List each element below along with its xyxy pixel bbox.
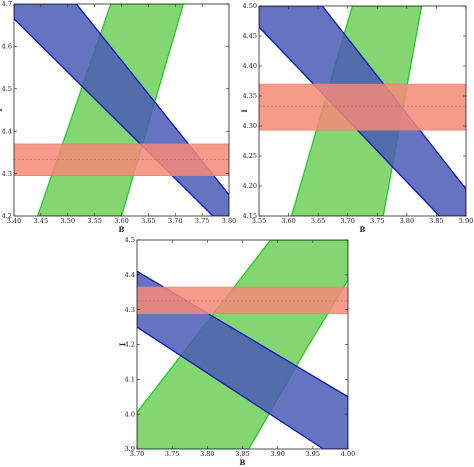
y-tick-label: 4.5: [125, 236, 135, 244]
y-axis-label: I: [0, 108, 4, 111]
y-tick-label: 4.50: [243, 2, 257, 10]
y-tick-label: 4.4: [2, 127, 12, 135]
x-tick-label: 3.65: [311, 217, 325, 225]
y-tick-label: 4.3: [125, 306, 135, 314]
y-axis-label: I: [118, 343, 127, 346]
x-tick-label: 3.70: [340, 217, 354, 225]
x-tick-label: 3.55: [252, 217, 266, 225]
y-tick-label: 4.4: [125, 271, 135, 279]
x-tick-label: 3.40: [7, 217, 21, 225]
x-tick-label: 3.75: [195, 217, 209, 225]
x-tick-label: 3.75: [370, 217, 384, 225]
x-tick-label: 3.60: [114, 217, 128, 225]
x-tick-label: 3.90: [459, 217, 473, 225]
x-tick-label: 3.75: [165, 450, 179, 458]
x-tick-label: 3.65: [141, 217, 155, 225]
y-tick-label: 4.0: [125, 410, 135, 418]
y-axis-label: I: [240, 109, 249, 112]
chart-panel-3: 3.70 3.75 3.80 3.85 3.90 3.95 4.00 3.9 4.0 4.1 4.2…: [118, 236, 355, 467]
y-tick-label: 4.35: [243, 92, 257, 100]
x-tick-label: 4.00: [341, 450, 355, 458]
y-tick-label: 4.45: [243, 32, 257, 40]
x-tick-label: 3.80: [400, 217, 414, 225]
x-axis-label: B: [119, 225, 125, 234]
y-tick-label: 4.2: [125, 341, 135, 349]
y-tick-label: 4.40: [243, 62, 257, 70]
y-tick-label: 3.9: [125, 445, 135, 453]
plot-frame: [258, 5, 467, 217]
x-tick-label: 3.80: [222, 217, 236, 225]
x-tick-label: 3.45: [34, 217, 48, 225]
x-axis-label: B: [360, 225, 366, 234]
y-tick-label: 4.3: [2, 170, 12, 178]
y-tick-label: 4.2: [2, 212, 12, 220]
x-tick-label: 3.55: [87, 217, 101, 225]
chart-panel-1: 3.40 3.45 3.50 3.55 3.60 3.65 3.70 3.75 3.80 4.2 4…: [0, 0, 236, 234]
y-tick-label: 4.7: [2, 0, 12, 8]
x-tick-label: 3.85: [235, 450, 249, 458]
y-tick-label: 4.6: [2, 43, 12, 51]
x-tick-label: 3.90: [270, 450, 284, 458]
x-tick-label: 3.70: [130, 450, 144, 458]
x-tick-label: 3.95: [306, 450, 320, 458]
red-band: [137, 286, 348, 315]
blue-band: [137, 270, 348, 449]
y-tick-label: 4.5: [2, 85, 12, 93]
red-band: [14, 143, 229, 176]
y-tick-label: 4.15: [243, 212, 257, 220]
x-axis-label: B: [240, 458, 246, 467]
x-tick-label: 3.80: [200, 450, 214, 458]
y-tick-label: 4.30: [243, 122, 257, 130]
y-tick-label: 4.25: [243, 152, 257, 160]
x-tick-label: 3.60: [281, 217, 295, 225]
x-tick-label: 3.50: [61, 217, 75, 225]
chart-panel-2: 3.55 3.60 3.65 3.70 3.75 3.80 3.85 3.90 4.15 4.20…: [240, 2, 473, 234]
y-tick-label: 4.20: [243, 182, 257, 190]
y-tick-label: 4.1: [125, 376, 135, 384]
x-tick-label: 3.70: [168, 217, 182, 225]
red-band: [259, 83, 466, 131]
x-tick-label: 3.85: [429, 217, 443, 225]
